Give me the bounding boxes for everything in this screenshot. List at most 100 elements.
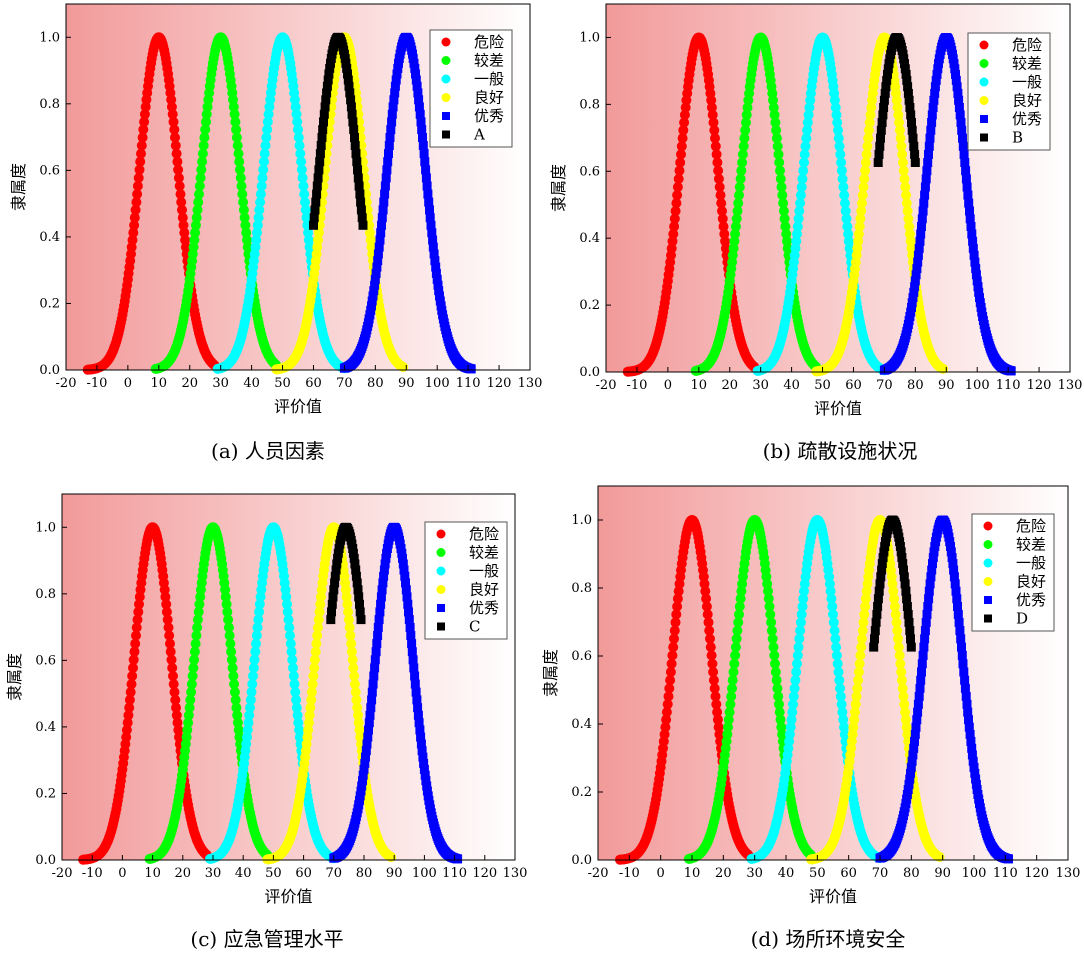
data-point — [825, 586, 836, 597]
data-point — [341, 591, 352, 602]
data-point — [418, 133, 427, 142]
data-point — [797, 601, 808, 612]
data-point — [347, 109, 357, 119]
y-axis-title: 隶属度 — [5, 653, 24, 701]
data-point — [419, 758, 429, 768]
data-point — [422, 781, 432, 791]
data-point — [727, 683, 737, 694]
legend-marker — [980, 133, 988, 142]
y-tick-label: 0.6 — [579, 164, 600, 179]
x-tick-label: 50 — [274, 376, 291, 391]
data-point — [389, 95, 399, 105]
data-point — [385, 133, 395, 142]
data-point — [251, 638, 261, 649]
data-point — [366, 703, 376, 713]
data-point — [853, 229, 864, 239]
x-axis-title: 评价值 — [264, 887, 312, 906]
data-point — [194, 599, 205, 610]
data-point — [866, 102, 877, 113]
data-point — [257, 172, 268, 183]
data-point — [856, 206, 867, 216]
data-point — [843, 229, 854, 239]
data-point — [900, 182, 911, 192]
data-point — [403, 599, 413, 609]
data-point — [925, 579, 935, 589]
data-point — [361, 746, 371, 756]
data-point — [929, 547, 939, 557]
x-tick-label: 40 — [243, 376, 260, 391]
data-point — [307, 679, 318, 690]
data-point — [433, 280, 443, 290]
data-point — [789, 683, 800, 694]
data-point — [409, 663, 419, 673]
data-point — [289, 679, 300, 690]
data-point — [356, 197, 366, 207]
data-point — [969, 250, 979, 260]
data-point — [401, 578, 410, 588]
data-point — [900, 579, 910, 589]
data-point — [290, 101, 301, 112]
data-point — [907, 125, 917, 135]
data-point — [378, 205, 388, 215]
legend-item: 良好 — [441, 89, 504, 107]
data-point — [319, 109, 329, 119]
data-point — [961, 166, 971, 176]
data-point — [349, 125, 359, 135]
data-point — [902, 794, 912, 804]
data-point — [777, 190, 788, 201]
data-point — [122, 717, 133, 728]
data-point — [402, 592, 412, 602]
data-point — [426, 220, 436, 230]
data-point — [177, 204, 187, 215]
data-point — [367, 296, 377, 306]
data-point — [917, 667, 926, 677]
legend-box — [971, 513, 1055, 632]
data-point — [419, 149, 429, 159]
data-point — [768, 642, 779, 653]
data-point — [121, 725, 132, 735]
legend-label: 良好 — [469, 581, 499, 599]
data-point — [169, 687, 180, 698]
data-point — [928, 559, 937, 569]
data-point — [665, 667, 676, 677]
x-tick-label: 70 — [336, 376, 353, 391]
data-point — [356, 615, 366, 625]
data-point — [416, 732, 426, 742]
data-point — [728, 667, 739, 677]
data-point — [899, 699, 910, 710]
data-point — [799, 157, 809, 168]
legend-item: 危险 — [436, 525, 499, 543]
data-point — [667, 650, 678, 661]
x-tick-label: 30 — [752, 378, 769, 393]
data-point — [249, 654, 260, 665]
data-point — [390, 81, 400, 91]
x-tick-label: 90 — [934, 866, 951, 881]
data-point — [714, 182, 725, 192]
data-point — [228, 671, 239, 681]
data-point — [964, 722, 974, 732]
data-point — [905, 103, 915, 112]
data-point — [895, 133, 906, 144]
data-point — [951, 69, 960, 79]
data-point — [889, 601, 900, 612]
data-point — [875, 579, 885, 589]
data-point — [970, 257, 980, 267]
y-tick-label: 0.0 — [35, 853, 56, 868]
data-point — [958, 141, 968, 151]
data-point — [375, 235, 385, 245]
data-point — [310, 646, 321, 657]
data-point — [920, 190, 930, 200]
data-point — [291, 109, 302, 120]
data-point — [170, 132, 180, 143]
data-point — [928, 553, 938, 563]
x-tick-label: 80 — [367, 376, 384, 391]
data-point — [231, 702, 242, 713]
y-tick-label: 0.4 — [579, 231, 600, 246]
data-point — [778, 206, 789, 216]
data-point — [415, 109, 425, 119]
data-point — [422, 181, 432, 191]
data-point — [345, 88, 355, 98]
data-point — [923, 158, 933, 167]
data-point — [373, 256, 383, 266]
